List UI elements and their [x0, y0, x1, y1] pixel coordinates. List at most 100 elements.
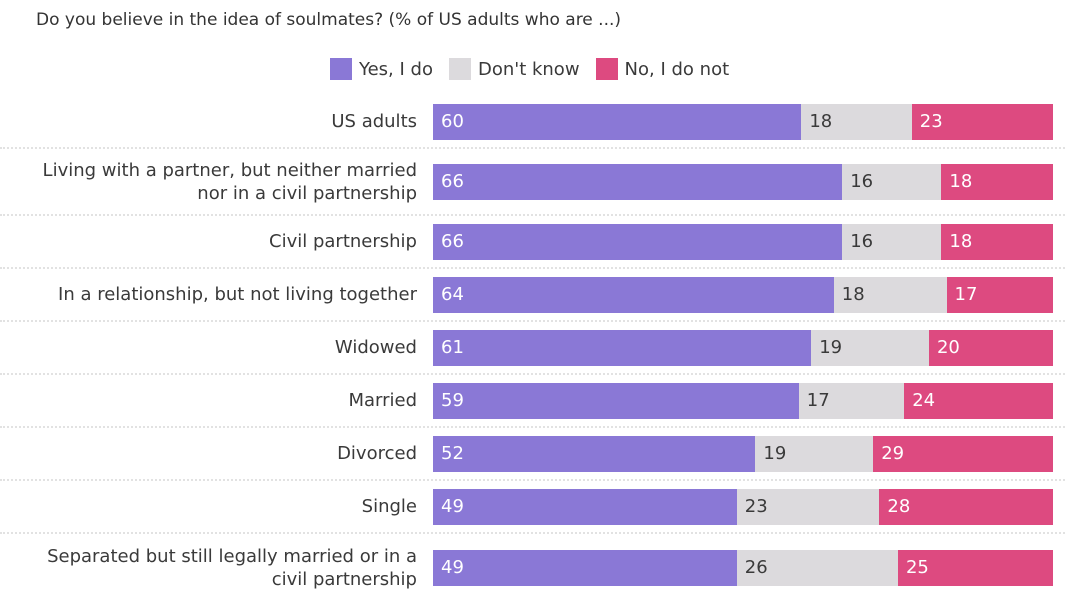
- bar-segment-no: 17: [946, 276, 1053, 313]
- bar-segment-yes: 61: [433, 329, 812, 366]
- bar-row: Civil partnership 66 16 18: [0, 216, 1065, 269]
- bar-segment-yes: 64: [433, 276, 834, 313]
- bar-segment-yes: 66: [433, 163, 843, 200]
- bar-segment-no: 18: [941, 163, 1053, 200]
- data-label: 26: [744, 557, 768, 578]
- data-label: 29: [881, 443, 905, 464]
- category-label-line: Widowed: [334, 337, 417, 358]
- legend-label-no: No, I do not: [624, 58, 730, 80]
- data-label: 25: [905, 557, 929, 578]
- category-label: Separated but still legally married or i…: [0, 545, 425, 591]
- category-label: US adults: [0, 110, 425, 133]
- data-label: 16: [850, 231, 874, 252]
- bar-segment-yes: 59: [433, 382, 799, 419]
- stacked-bar: 61 19 20: [433, 329, 1053, 366]
- bar-segment-dont-know: 16: [842, 163, 942, 200]
- bar-row: Separated but still legally married or i…: [0, 534, 1065, 601]
- legend-label-dont-know: Don't know: [477, 58, 580, 80]
- bar-row: Divorced 52 19 29: [0, 428, 1065, 481]
- bar-segment-no: 20: [928, 329, 1053, 366]
- data-label: 24: [912, 390, 936, 411]
- category-label: Civil partnership: [0, 230, 425, 253]
- bar-row: In a relationship, but not living togeth…: [0, 269, 1065, 322]
- bar-segment-no: 18: [941, 223, 1053, 260]
- data-label: 19: [819, 337, 843, 358]
- legend-label-yes: Yes, I do: [359, 58, 433, 80]
- bar-segment-no: 25: [897, 549, 1053, 586]
- bar-segment-dont-know: 17: [798, 382, 905, 419]
- data-label: 16: [850, 171, 874, 192]
- bar-segment-yes: 60: [433, 103, 802, 140]
- data-label: 59: [441, 390, 464, 411]
- bar-segment-dont-know: 18: [833, 276, 947, 313]
- chart-title: Do you believe in the idea of soulmates?…: [36, 10, 622, 30]
- data-label: 49: [441, 557, 464, 578]
- bar-segment-yes: 49: [433, 549, 737, 586]
- category-label: Living with a partner, but neither marri…: [0, 159, 425, 205]
- data-label: 64: [441, 284, 464, 305]
- category-label-line: Divorced: [337, 443, 417, 464]
- category-label-line: Separated but still legally married or i…: [47, 545, 417, 567]
- category-label: Widowed: [0, 336, 425, 359]
- bar-segment-yes: 66: [433, 223, 843, 260]
- bar-segment-no: 24: [904, 382, 1053, 419]
- bar-row: Single 49 23 28: [0, 481, 1065, 534]
- data-label: 19: [763, 443, 787, 464]
- bar-segment-no: 23: [911, 103, 1053, 140]
- stacked-bar: 66 16 18: [433, 223, 1053, 260]
- category-label-line: In a relationship, but not living togeth…: [58, 284, 417, 305]
- category-label-line: civil partnership: [271, 568, 417, 590]
- stacked-bar: 64 18 17: [433, 276, 1053, 313]
- category-label-line: Living with a partner, but neither marri…: [42, 159, 417, 181]
- data-label: 17: [806, 390, 830, 411]
- bar-segment-yes: 49: [433, 488, 737, 525]
- legend-item-dont-know: Don't know: [448, 58, 580, 80]
- data-label: 49: [441, 496, 464, 517]
- bar-row: US adults 60 18 23: [0, 96, 1065, 149]
- stacked-bar: 49 23 28: [433, 488, 1053, 525]
- bar-segment-dont-know: 23: [736, 488, 880, 525]
- stacked-bar: 59 17 24: [433, 382, 1053, 419]
- data-label: 20: [936, 337, 960, 358]
- category-label-line: Civil partnership: [269, 231, 417, 252]
- data-label: 66: [441, 231, 464, 252]
- data-label: 23: [919, 111, 943, 132]
- category-label: Married: [0, 389, 425, 412]
- stacked-bar: 52 19 29: [433, 435, 1053, 472]
- category-label: Divorced: [0, 442, 425, 465]
- bar-segment-dont-know: 16: [842, 223, 942, 260]
- stacked-bar: 66 16 18: [433, 163, 1053, 200]
- data-label: 18: [809, 111, 833, 132]
- legend-item-yes: Yes, I do: [330, 58, 433, 80]
- data-label: 28: [887, 496, 911, 517]
- data-label: 61: [441, 337, 464, 358]
- data-label: 52: [441, 443, 464, 464]
- stacked-bar: 60 18 23: [433, 103, 1053, 140]
- data-label: 60: [441, 111, 464, 132]
- data-label: 18: [949, 231, 973, 252]
- category-label: Single: [0, 495, 425, 518]
- bar-row: Widowed 61 19 20: [0, 322, 1065, 375]
- data-label: 66: [441, 171, 464, 192]
- bar-segment-no: 29: [873, 435, 1053, 472]
- bar-row: Married 59 17 24: [0, 375, 1065, 428]
- bar-segment-yes: 52: [433, 435, 756, 472]
- bar-segment-dont-know: 26: [736, 549, 898, 586]
- bar-row: Living with a partner, but neither marri…: [0, 149, 1065, 216]
- data-label: 17: [954, 284, 978, 305]
- category-label-line: nor in a civil partnership: [197, 182, 417, 204]
- data-label: 18: [841, 284, 865, 305]
- chart-plot: US adults 60 18 23 Living with a partner, bu…: [0, 96, 1065, 601]
- bar-segment-no: 28: [879, 488, 1053, 525]
- legend-swatch-dont-know: [448, 58, 471, 80]
- category-label-line: Single: [361, 496, 417, 517]
- legend-swatch-no: [595, 58, 618, 80]
- category-label-line: Married: [348, 390, 417, 411]
- legend: Yes, I do Don't know No, I do not: [330, 58, 745, 80]
- data-label: 23: [744, 496, 768, 517]
- stacked-bar: 49 26 25: [433, 549, 1053, 586]
- legend-swatch-yes: [330, 58, 352, 80]
- bar-segment-dont-know: 18: [801, 103, 912, 140]
- legend-item-no: No, I do not: [595, 58, 730, 80]
- category-label-line: US adults: [331, 111, 417, 132]
